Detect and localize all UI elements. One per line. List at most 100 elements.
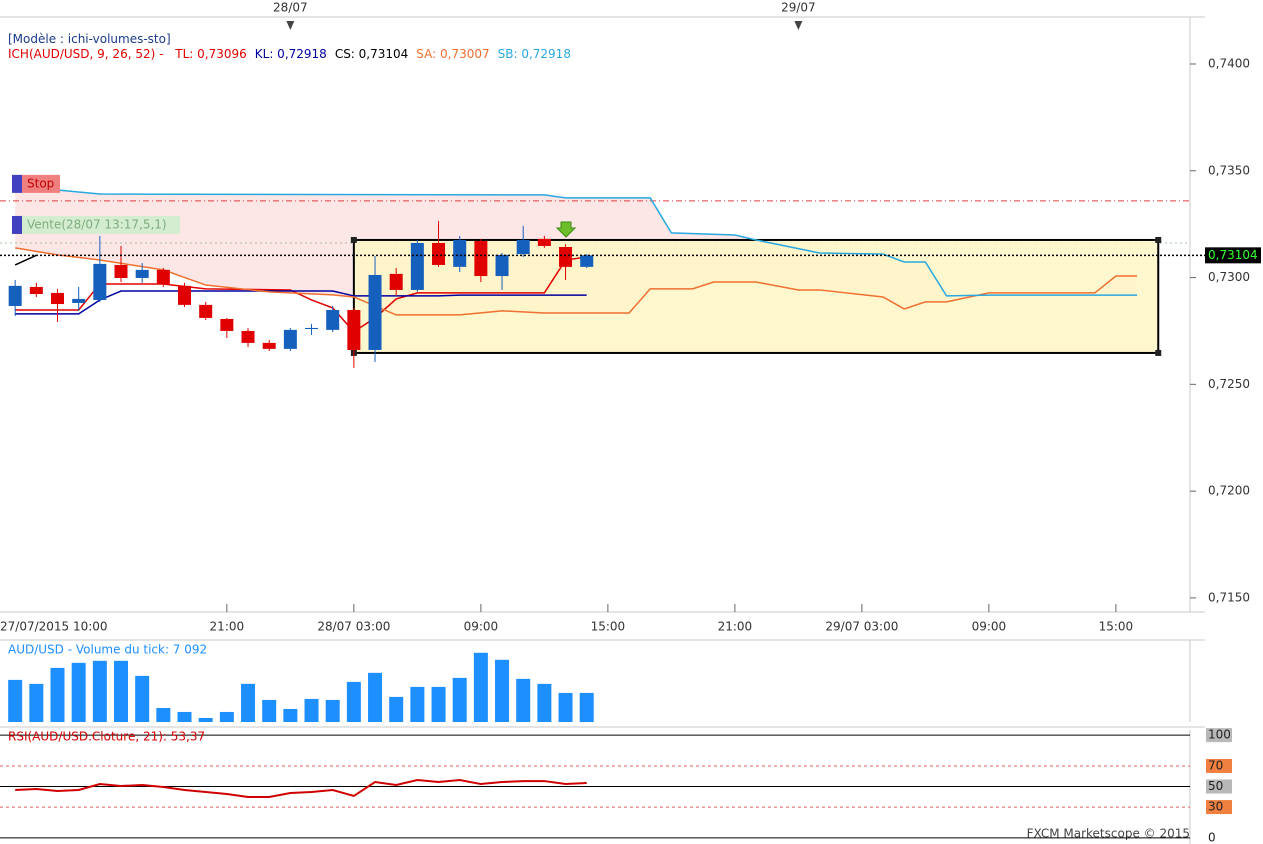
candle-body [72, 298, 86, 303]
volume-bar [304, 698, 319, 722]
candle-body [368, 274, 382, 350]
candle-body [432, 242, 446, 265]
volume-bar [516, 678, 531, 722]
legend-entry: TL: 0,73096 [175, 47, 247, 61]
order-marker [12, 215, 22, 234]
y-tick-label-bg [1206, 758, 1232, 773]
signal-arrow [555, 221, 577, 238]
y-tick-label: 70 [1208, 758, 1223, 772]
template-label: [Modèle : ichi-volumes-sto] [8, 32, 171, 46]
stop-marker [12, 174, 22, 193]
volume-bar [579, 692, 594, 722]
volume-bar [114, 660, 129, 722]
x-tick-label: 29/07 03:00 [825, 620, 898, 634]
x-tick-label: 09:00 [464, 620, 499, 634]
legend-entry: CS: 0,73104 [334, 47, 409, 61]
volume-bar [473, 652, 488, 722]
x-tick-label: 28/07 03:00 [317, 620, 390, 634]
candle-body [262, 342, 276, 349]
range-rectangle [352, 238, 1160, 354]
rectangle-handle [1155, 236, 1162, 243]
candle-body [114, 264, 128, 278]
y-tick-label-bg [1206, 800, 1232, 815]
candle-body [347, 310, 361, 350]
order-label: Vente(28/07 13:17,5,1) [27, 217, 167, 231]
last-price-box [1205, 247, 1261, 264]
volume-bar [325, 699, 340, 722]
y-tick-label-bg [1206, 728, 1232, 743]
panel-title: RSI(AUD/USD.Cloture, 21): 53,37 [8, 730, 205, 744]
y-tick-label: 0,7300 [1208, 270, 1250, 284]
y-tick-label-bg [1206, 779, 1232, 794]
candle-body [580, 255, 594, 267]
y-tick-label: 30 [1208, 800, 1223, 814]
volume-bar [368, 672, 383, 722]
volume-bar [495, 659, 510, 722]
candle-body [283, 329, 297, 349]
volume-bar [29, 683, 44, 722]
candle-body [516, 239, 530, 255]
y-tick-label: 0,7200 [1208, 484, 1250, 498]
indicator-line [15, 247, 1138, 316]
volume-bar [431, 686, 446, 722]
x-tick-label: 21:00 [210, 620, 245, 634]
y-tick-label: 0,7350 [1208, 163, 1250, 177]
candle-body [178, 285, 192, 305]
candle-body [410, 242, 424, 290]
x-tick-label: 15:00 [1099, 620, 1134, 634]
volume-bar [71, 662, 86, 722]
top-date-label: 28/07 [273, 1, 308, 15]
y-tick-label: 100 [1208, 728, 1231, 742]
volume-bar [135, 675, 150, 722]
x-tick-label: 15:00 [591, 620, 626, 634]
volume-bar [241, 683, 256, 722]
footer: FXCM Marketscope © 2015 [1027, 827, 1190, 841]
volume-bar [558, 692, 573, 722]
candle-body [135, 269, 149, 278]
candle-body [199, 304, 213, 318]
volume-bar [283, 708, 298, 722]
indicator-line [15, 290, 587, 315]
legend-entry: SA: 0,73007 [416, 47, 490, 61]
panel-title: AUD/USD - Volume du tick: 7 092 [8, 643, 207, 657]
volume-bar [346, 681, 361, 722]
candle-body [29, 286, 43, 294]
y-tick-label: 0,7400 [1208, 56, 1250, 70]
last-price-label: 0,73104 [1208, 248, 1258, 262]
volume-bar [219, 711, 234, 722]
rectangle-handle [350, 236, 357, 243]
candle-body [474, 241, 488, 277]
order-label-bg [22, 215, 180, 234]
candle-body [326, 310, 340, 330]
candle-body [93, 263, 107, 300]
y-tick-label: 0 [1208, 830, 1216, 844]
y-tick-label: 0,7250 [1208, 377, 1250, 391]
y-tick-label: 50 [1208, 779, 1223, 793]
volume-bar [198, 717, 213, 722]
rsi-line [15, 779, 587, 798]
candle-body [241, 330, 255, 343]
volume-bar [389, 696, 404, 722]
volume-bar [8, 679, 23, 722]
indicator-line [14, 179, 1138, 297]
indicator-legend: ICH(AUD/USD, 9, 26, 52) - TL: 0,73096 KL:… [8, 47, 579, 61]
legend-entry: KL: 0,72918 [254, 47, 327, 61]
legend-entry: SB: 0,72918 [497, 47, 571, 61]
volume-bar [452, 677, 467, 722]
candle-body [220, 318, 234, 331]
volume-bar [537, 683, 552, 722]
candle-body [559, 247, 573, 267]
stop-label: Stop [27, 176, 54, 190]
candle-body [389, 273, 403, 290]
candle-body [537, 238, 551, 246]
top-date-marker [286, 21, 295, 30]
candle-body [156, 269, 170, 284]
x-tick-label: 21:00 [718, 620, 753, 634]
candle-body [305, 327, 319, 330]
volume-bar [156, 707, 171, 722]
candle-body [8, 285, 22, 306]
x-tick-label: 09:00 [972, 620, 1007, 634]
